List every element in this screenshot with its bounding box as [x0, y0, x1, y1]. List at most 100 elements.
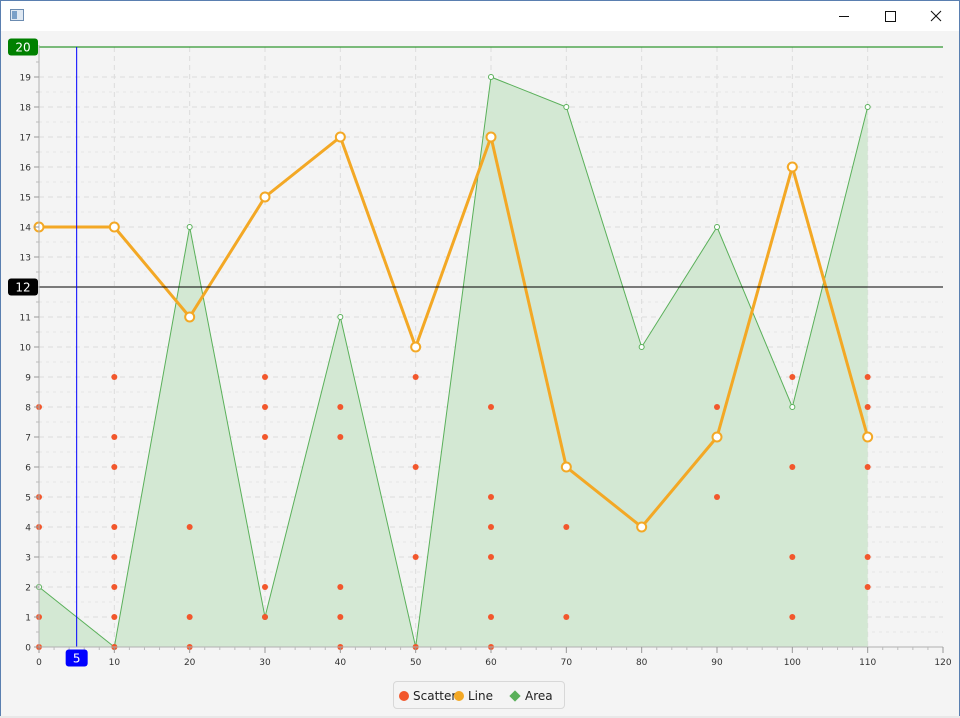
- scatter-point: [111, 434, 118, 440]
- x-tick-label: 40: [335, 658, 347, 668]
- scatter-point: [262, 584, 268, 590]
- scatter-point: [111, 374, 118, 380]
- line-point: [108, 221, 120, 233]
- y-tick-label: 9: [25, 374, 31, 384]
- y-tick-label: 4: [25, 524, 31, 534]
- y-tick-label: 18: [20, 104, 32, 114]
- scatter-point: [864, 404, 871, 410]
- line-point: [862, 431, 874, 443]
- x-tick-label: 90: [711, 658, 723, 668]
- x-tick-label: 20: [184, 658, 196, 668]
- line-point: [259, 191, 271, 203]
- area-point: [714, 224, 720, 230]
- scatter-point: [488, 494, 494, 500]
- scatter-point: [186, 524, 193, 530]
- scatter-point: [111, 584, 118, 590]
- x-tick-label: 110: [859, 658, 876, 668]
- scatter-point: [186, 614, 193, 620]
- area-point: [789, 404, 796, 410]
- y-tick-label: 8: [25, 404, 31, 414]
- chart-canvas: 0123456789101112131415161718190102030405…: [8, 38, 952, 668]
- scatter-point: [262, 614, 268, 620]
- scatter-point: [337, 584, 344, 590]
- y-tick-label: 5: [25, 494, 31, 504]
- scatter-point: [111, 524, 118, 530]
- area-point: [337, 314, 344, 320]
- x-tick-label: 10: [109, 658, 121, 668]
- legend-item-area[interactable]: Area: [509, 689, 553, 703]
- minimize-button[interactable]: [821, 1, 867, 31]
- y-tick-label: 2: [25, 584, 31, 594]
- y-tick-label: 1: [25, 614, 31, 624]
- chart-legend: Scatter Line Area: [393, 681, 565, 709]
- area-point: [488, 74, 494, 80]
- scatter-point: [337, 404, 344, 410]
- upper-marker-badge-bg: [8, 38, 38, 56]
- scatter-point: [262, 404, 268, 410]
- legend-item-line[interactable]: Line: [454, 689, 493, 703]
- y-tick-label: 19: [20, 74, 32, 84]
- y-tick-label: 11: [20, 314, 31, 324]
- scatter-point: [714, 404, 720, 410]
- y-tick-label: 7: [25, 434, 31, 444]
- y-tick-label: 10: [20, 344, 32, 354]
- vertical-marker-badge-label: 5: [73, 652, 81, 666]
- scatter-point: [488, 614, 494, 620]
- upper-marker-badge-label: 20: [15, 41, 30, 55]
- scatter-point: [563, 524, 570, 530]
- y-tick-label: 3: [25, 554, 31, 564]
- title-bar: [1, 1, 959, 31]
- area-point: [186, 224, 193, 230]
- x-tick-label: 30: [259, 658, 271, 668]
- legend-scatter-label: Scatter: [413, 689, 457, 703]
- x-tick-label: 50: [410, 658, 422, 668]
- x-tick-label: 100: [784, 658, 801, 668]
- close-icon: [930, 10, 942, 22]
- scatter-point: [864, 584, 871, 590]
- legend-line-label: Line: [468, 689, 494, 703]
- legend-area-label: Area: [525, 689, 553, 703]
- maximize-button[interactable]: [867, 1, 913, 31]
- line-point: [711, 431, 723, 443]
- scatter-point: [337, 434, 344, 440]
- mid-marker-badge-label: 12: [15, 281, 30, 295]
- scatter-point: [864, 464, 871, 470]
- scatter-point: [412, 374, 419, 380]
- line-point: [410, 341, 422, 353]
- y-tick-label: 13: [20, 254, 31, 264]
- scatter-point: [864, 554, 871, 560]
- app-icon: [10, 9, 24, 21]
- y-tick-label: 6: [25, 464, 31, 474]
- y-tick-label: 17: [20, 134, 31, 144]
- y-tick-label: 0: [25, 644, 31, 654]
- mid-marker-badge-bg: [8, 278, 38, 296]
- line-point: [786, 161, 798, 173]
- area-point: [563, 104, 570, 110]
- legend-line-swatch: [454, 691, 464, 701]
- vertical-marker-badge-bg: [65, 649, 88, 667]
- scatter-point: [714, 494, 720, 500]
- scatter-point: [262, 374, 268, 380]
- scatter-point: [563, 614, 570, 620]
- close-button[interactable]: [913, 1, 959, 31]
- area-point: [638, 344, 645, 350]
- line-point: [636, 521, 648, 533]
- legend-scatter-swatch: [399, 691, 409, 701]
- scatter-point: [488, 554, 494, 560]
- scatter-point: [789, 554, 796, 560]
- line-point: [485, 131, 497, 143]
- line-series-path: [39, 131, 870, 530]
- area-point: [864, 104, 871, 110]
- scatter-point: [111, 464, 118, 470]
- scatter-point: [789, 614, 796, 620]
- line-point: [334, 131, 346, 143]
- x-tick-label: 80: [636, 658, 648, 668]
- y-tick-label: 15: [20, 194, 31, 204]
- legend-item-scatter[interactable]: Scatter: [399, 689, 456, 703]
- scatter-point: [111, 554, 118, 560]
- scatter-point: [488, 404, 494, 410]
- line-point: [560, 461, 572, 473]
- line-point: [184, 311, 196, 323]
- legend-area-swatch: [509, 690, 521, 702]
